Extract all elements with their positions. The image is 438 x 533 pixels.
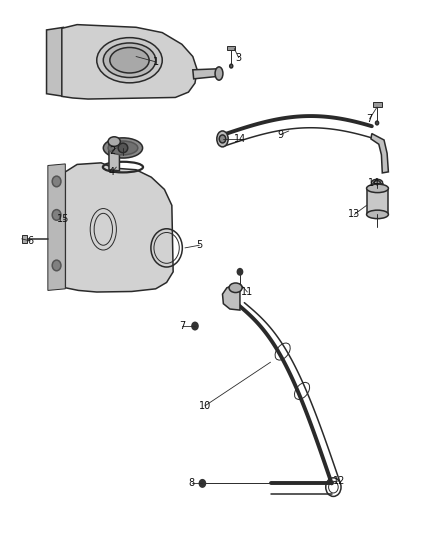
Text: 7: 7 <box>367 114 373 124</box>
Text: 4: 4 <box>109 167 115 177</box>
Ellipse shape <box>110 47 149 73</box>
Circle shape <box>52 209 61 220</box>
Ellipse shape <box>219 135 226 143</box>
Ellipse shape <box>118 143 128 153</box>
Ellipse shape <box>367 184 389 192</box>
Ellipse shape <box>103 43 155 77</box>
Text: 8: 8 <box>189 479 195 488</box>
Ellipse shape <box>108 141 138 155</box>
Polygon shape <box>65 163 173 292</box>
Polygon shape <box>193 69 220 79</box>
Text: 14: 14 <box>234 134 246 144</box>
Polygon shape <box>62 25 197 99</box>
Text: 2: 2 <box>109 146 115 156</box>
Circle shape <box>52 176 61 187</box>
Text: 10: 10 <box>199 401 211 411</box>
Polygon shape <box>48 164 65 290</box>
Polygon shape <box>227 46 235 50</box>
Ellipse shape <box>367 210 389 219</box>
Text: 13: 13 <box>348 209 360 220</box>
Ellipse shape <box>371 179 382 185</box>
Ellipse shape <box>374 181 380 184</box>
Polygon shape <box>21 235 27 243</box>
Polygon shape <box>109 141 120 171</box>
Text: 15: 15 <box>57 214 69 224</box>
Text: 14: 14 <box>368 177 380 188</box>
Ellipse shape <box>217 131 228 147</box>
Text: 7: 7 <box>179 321 185 331</box>
Polygon shape <box>371 134 389 173</box>
Text: 5: 5 <box>196 240 202 250</box>
Polygon shape <box>223 285 240 310</box>
Circle shape <box>192 322 198 330</box>
Polygon shape <box>367 188 389 214</box>
Text: 1: 1 <box>152 57 159 67</box>
Ellipse shape <box>97 38 162 83</box>
Ellipse shape <box>375 121 378 125</box>
Circle shape <box>52 260 61 271</box>
Ellipse shape <box>230 64 233 68</box>
Ellipse shape <box>215 67 223 80</box>
Text: 6: 6 <box>27 236 33 246</box>
Text: 3: 3 <box>236 53 242 62</box>
Text: 11: 11 <box>241 287 254 297</box>
Polygon shape <box>46 27 64 96</box>
Ellipse shape <box>103 138 143 158</box>
Circle shape <box>199 480 205 487</box>
Circle shape <box>237 269 243 275</box>
Ellipse shape <box>108 137 120 147</box>
Text: 12: 12 <box>333 476 345 486</box>
Polygon shape <box>373 102 382 107</box>
Text: 9: 9 <box>277 130 283 140</box>
Ellipse shape <box>229 283 242 293</box>
